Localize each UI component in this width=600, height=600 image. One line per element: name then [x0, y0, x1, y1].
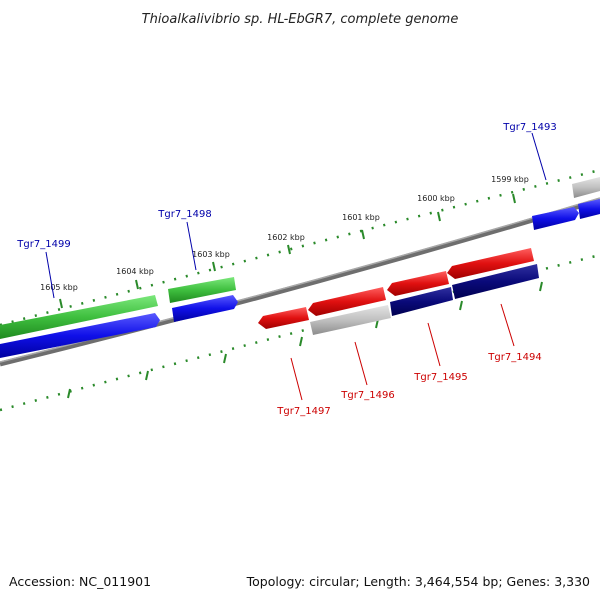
forward-gene-labels: Tgr7_1493 Tgr7_1498 Tgr7_1499: [16, 122, 556, 250]
gene-navy-1495[interactable]: [390, 287, 453, 316]
major-tick-1599: [512, 193, 516, 204]
gene-blue-1493[interactable]: [532, 207, 579, 230]
reverse-gene-labels: Tgr7_1494 Tgr7_1495 Tgr7_1496 Tgr7_1497: [276, 352, 541, 417]
leader-1498: [186, 221, 197, 271]
gene-navy-1494[interactable]: [452, 264, 539, 299]
leader-1499: [45, 251, 55, 299]
major-tick-1601: [361, 229, 365, 240]
gene-red-1496[interactable]: [308, 287, 386, 316]
genome-backbone: [0, 197, 600, 367]
inner-major-tick: [539, 281, 543, 292]
leader-1493: [531, 132, 547, 181]
leader-1495: [427, 322, 441, 367]
major-tick-1605: [59, 298, 63, 309]
gene-label-1493[interactable]: Tgr7_1493: [502, 122, 556, 133]
gene-blue-1498[interactable]: [172, 295, 238, 322]
reverse-genes-lower: [310, 264, 539, 335]
gene-label-1499[interactable]: Tgr7_1499: [16, 239, 70, 250]
gene-label-1498[interactable]: Tgr7_1498: [157, 209, 211, 220]
gene-label-1494[interactable]: Tgr7_1494: [487, 352, 541, 363]
leader-1497: [290, 357, 303, 401]
kbp-label-1599: 1599 kbp: [491, 175, 529, 184]
gene-label-1496[interactable]: Tgr7_1496: [340, 390, 394, 401]
gene-red-1494[interactable]: [447, 248, 534, 279]
label-leaders: [45, 132, 547, 401]
genome-summary-text: Topology: circular; Length: 3,464,554 bp…: [246, 574, 590, 589]
kbp-label-1601: 1601 kbp: [342, 213, 380, 222]
outer-tick-track: [0, 168, 600, 327]
inner-major-tick: [67, 388, 71, 399]
gene-blue-1499[interactable]: [0, 313, 160, 358]
kbp-label-1603: 1603 kbp: [192, 250, 230, 259]
inner-major-tick: [223, 353, 227, 364]
gene-green-1498[interactable]: [168, 277, 236, 303]
leader-1496: [354, 341, 368, 386]
gene-red-1497[interactable]: [258, 307, 309, 329]
kbp-label-1604: 1604 kbp: [116, 267, 154, 276]
gene-label-1497[interactable]: Tgr7_1497: [276, 406, 330, 417]
forward-genes-blue: [0, 199, 600, 358]
gene-green-1499[interactable]: [0, 295, 158, 339]
accession-text: Accession: NC_011901: [9, 574, 151, 589]
reverse-genes-red: [258, 248, 534, 329]
gene-gray-edge[interactable]: [572, 177, 600, 198]
inner-major-tick: [459, 300, 463, 311]
outer-dotted-track: [0, 168, 600, 327]
major-tick-1602: [287, 244, 291, 255]
kbp-label-1605: 1605 kbp: [40, 283, 78, 292]
kbp-label-1602: 1602 kbp: [267, 233, 305, 242]
gene-red-1495[interactable]: [387, 271, 449, 296]
forward-genes-green: [0, 277, 236, 339]
inner-major-tick: [145, 370, 149, 381]
kbp-labels: 1599 kbp 1600 kbp 1601 kbp 1602 kbp 1603…: [40, 175, 529, 292]
major-tick-1600: [437, 211, 441, 222]
major-tick-1603: [212, 261, 216, 272]
major-tick-1604: [135, 279, 139, 290]
leader-1494: [500, 303, 515, 347]
inner-major-tick: [299, 336, 303, 347]
gene-label-1495[interactable]: Tgr7_1495: [413, 372, 467, 383]
genome-title: Thioalkalivibrio sp. HL-EbGR7, complete …: [142, 12, 459, 27]
gene-gray-1496[interactable]: [310, 305, 391, 335]
kbp-label-1600: 1600 kbp: [417, 194, 455, 203]
gene-blue-edge[interactable]: [578, 199, 600, 219]
